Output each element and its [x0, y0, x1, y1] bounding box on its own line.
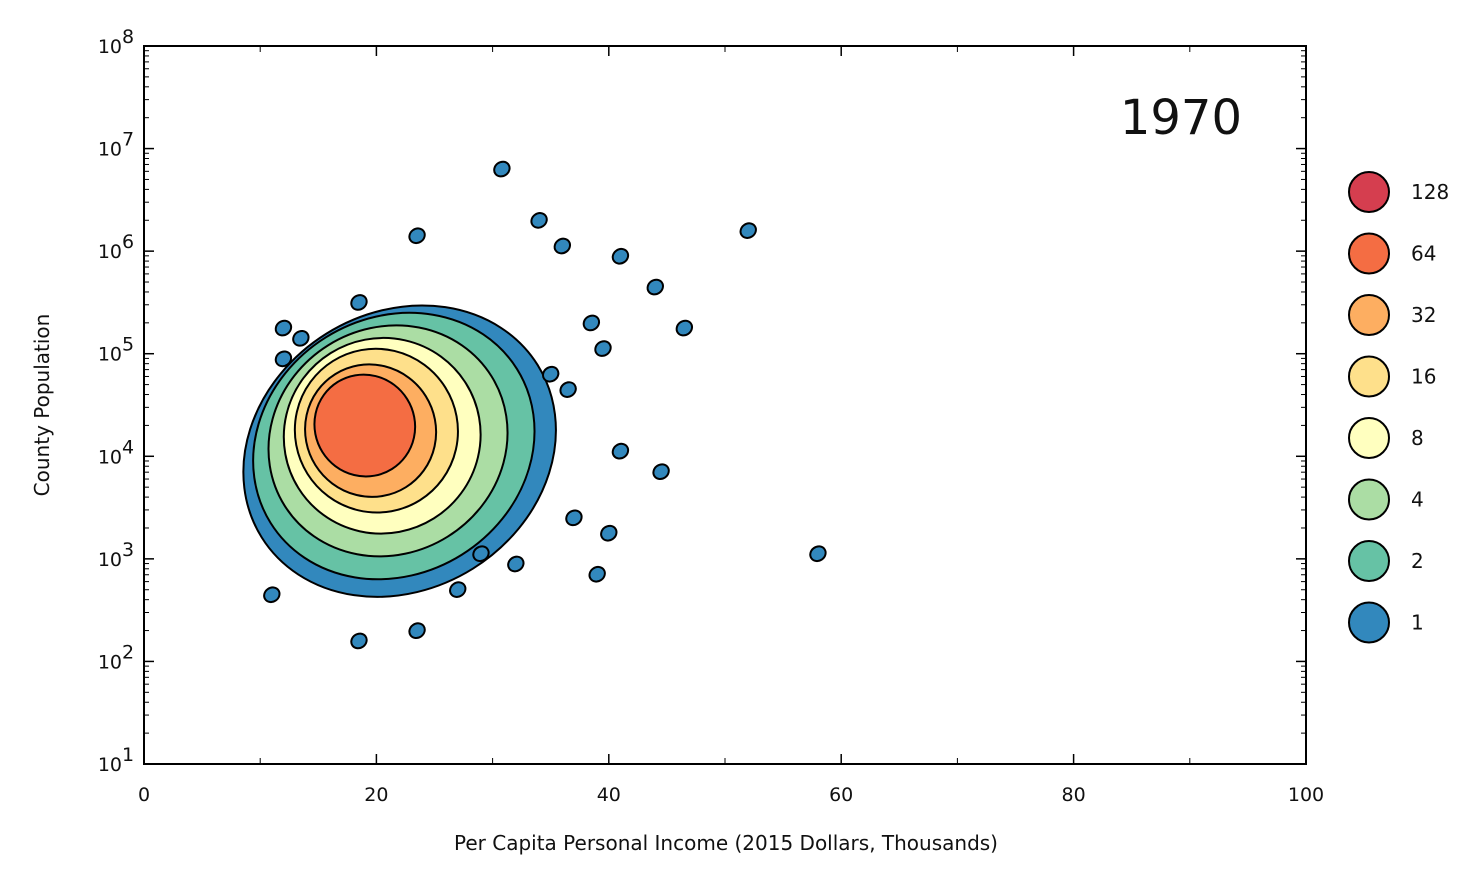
legend-label: 64 [1411, 242, 1436, 266]
county-blob [809, 545, 827, 563]
legend-swatch [1348, 601, 1390, 644]
x-tick-label: 0 [138, 784, 150, 806]
county-blob [646, 278, 664, 296]
legend: 128 64 32 16 8 4 2 1 [1348, 171, 1449, 644]
y-tick-label: 10 [98, 651, 122, 673]
x-tick-label: 20 [364, 784, 388, 806]
county-blob [507, 555, 525, 573]
legend-label: 8 [1411, 426, 1424, 450]
county-blob [472, 545, 490, 563]
y-tick-label: 10 [98, 754, 122, 776]
y-tick-exponent: 6 [122, 231, 134, 253]
legend-swatch [1348, 417, 1390, 459]
y-tick-label: 10 [98, 36, 122, 58]
county-blob [292, 329, 310, 347]
y-tick-exponent: 4 [122, 436, 134, 458]
county-blob [652, 463, 670, 481]
county-blob [274, 319, 293, 337]
y-tick-exponent: 3 [122, 539, 134, 561]
county-blob [739, 222, 757, 239]
county-blob [350, 294, 368, 311]
county-blob [274, 350, 293, 368]
county-blob [675, 319, 694, 337]
y-tick-exponent: 2 [122, 641, 134, 663]
county-blob [600, 524, 618, 542]
county-blob [493, 160, 511, 178]
contour-level-64 [313, 373, 417, 478]
legend-label: 32 [1411, 303, 1436, 327]
y-axis-label: County Population [30, 314, 54, 497]
county-blob [530, 212, 548, 229]
county-blob [553, 237, 572, 255]
county-blob [449, 581, 467, 598]
y-tick-label: 10 [98, 446, 122, 468]
county-blob [408, 622, 426, 640]
legend-swatch [1348, 294, 1390, 336]
county-blob [542, 365, 560, 383]
y-tick-exponent: 5 [122, 334, 134, 356]
legend-label: 1 [1411, 611, 1424, 635]
legend-swatch [1348, 540, 1390, 582]
y-tick-exponent: 8 [122, 26, 134, 48]
county-blob [611, 247, 630, 265]
county-blob [588, 565, 606, 583]
county-blob [594, 340, 612, 357]
county-blob [611, 442, 630, 460]
y-tick-label: 10 [98, 344, 122, 366]
county-blob [582, 314, 601, 332]
legend-label: 16 [1411, 365, 1436, 389]
y-tick-label: 10 [98, 549, 122, 571]
y-tick-label: 10 [98, 241, 122, 263]
county-blob [565, 509, 583, 527]
x-tick-label: 40 [597, 784, 621, 806]
legend-label: 4 [1411, 488, 1424, 512]
county-blob [263, 586, 281, 604]
chart-title: 1970 [1120, 90, 1242, 146]
x-tick-label: 100 [1288, 784, 1324, 806]
legend-label: 128 [1411, 180, 1449, 204]
y-tick-exponent: 7 [122, 129, 134, 151]
county-blob [408, 227, 426, 245]
y-tick-label: 10 [98, 139, 122, 161]
legend-swatch [1348, 355, 1390, 398]
y-tick-exponent: 1 [122, 744, 134, 766]
x-tick-label: 60 [829, 784, 853, 806]
legend-swatch [1348, 171, 1390, 213]
legend-swatch [1348, 478, 1390, 521]
county-blob [559, 381, 577, 398]
legend-swatch [1348, 232, 1390, 275]
x-axis-label: Per Capita Personal Income (2015 Dollars… [454, 831, 998, 855]
plot-area [242, 160, 827, 650]
legend-label: 2 [1411, 549, 1424, 573]
x-tick-label: 80 [1062, 784, 1086, 806]
county-blob [350, 632, 368, 650]
